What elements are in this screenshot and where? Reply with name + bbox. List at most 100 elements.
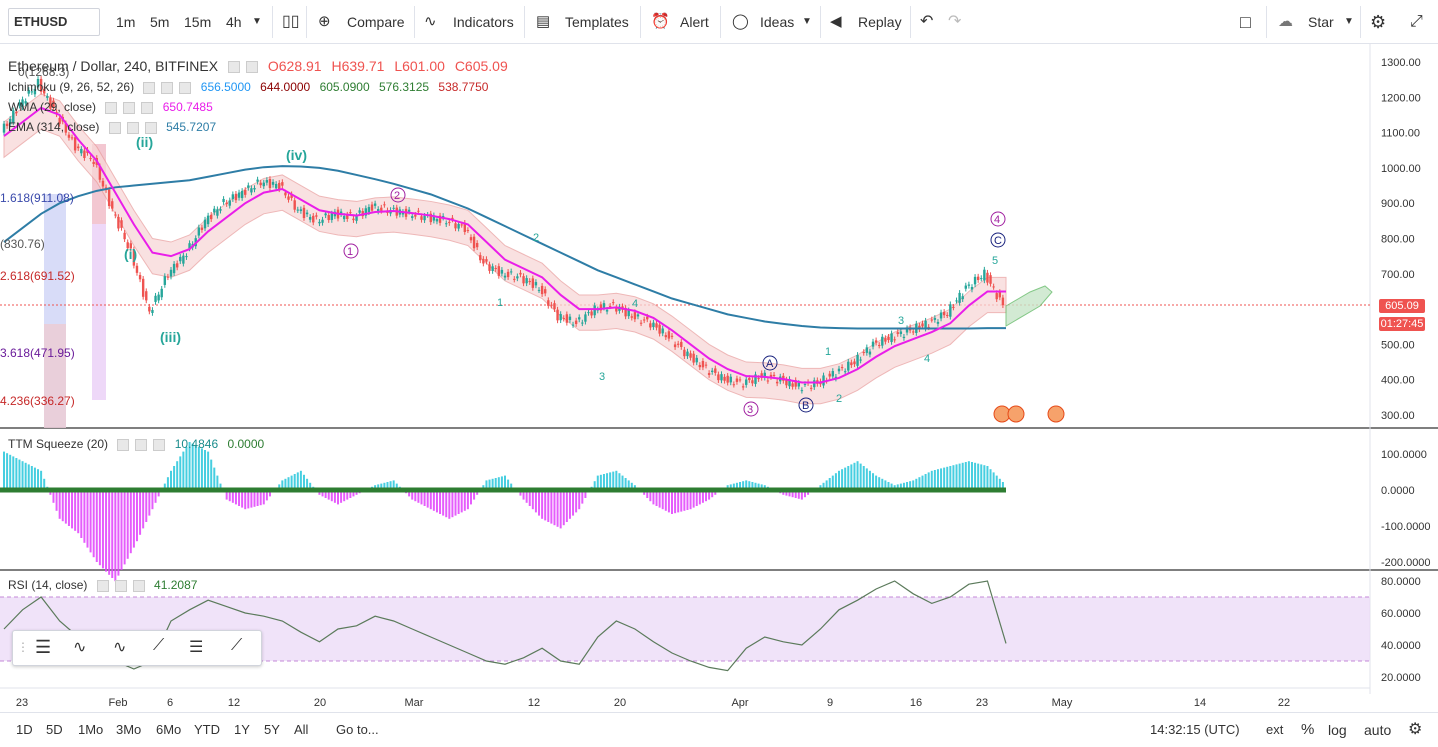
percent-toggle[interactable]: %: [1301, 721, 1315, 738]
redo-icon[interactable]: ↷: [948, 13, 962, 30]
timeframe-1m[interactable]: 1m: [116, 14, 136, 30]
gear-icon[interactable]: ⚙: [1408, 721, 1423, 738]
fullscreen-icon[interactable]: ⤢: [1410, 13, 1423, 30]
pitchfork-icon[interactable]: ☰: [189, 639, 204, 656]
ttm-bar: [791, 490, 794, 498]
fib-zone-red: [44, 324, 66, 428]
candle-body: [612, 302, 615, 304]
compare-icon[interactable]: ⊕: [318, 13, 331, 30]
indicators-icon[interactable]: ∿: [424, 13, 437, 30]
ttm-bar: [739, 482, 742, 490]
templates-icon[interactable]: ▤: [536, 13, 551, 30]
alarm-clock-icon[interactable]: ⏰: [651, 13, 670, 30]
gear-icon[interactable]: [114, 579, 127, 592]
close-icon[interactable]: [141, 101, 154, 114]
gear-icon[interactable]: [126, 121, 139, 134]
earnings-flag-icon[interactable]: [1047, 405, 1065, 423]
ttm-bar: [680, 490, 683, 512]
range-ytd[interactable]: YTD: [194, 722, 220, 737]
indicators-button[interactable]: Indicators: [453, 14, 514, 30]
eye-icon[interactable]: [227, 61, 240, 74]
rsi-tick-label: 80.0000: [1381, 576, 1421, 588]
price-axis[interactable]: 1300.00 1200.00 1100.00 1000.00 900.00 800.00…: [1381, 57, 1421, 422]
chevron-down-icon[interactable]: ▼: [252, 16, 262, 27]
range-5d[interactable]: 5D: [46, 722, 63, 737]
gear-icon[interactable]: [245, 61, 258, 74]
ttm-bar: [108, 490, 111, 575]
ideas-button[interactable]: Ideas: [760, 14, 795, 30]
eye-icon[interactable]: [117, 438, 130, 451]
ttm-bar: [729, 484, 732, 490]
close-icon[interactable]: [144, 121, 157, 134]
earnings-flag-icon[interactable]: [1007, 405, 1025, 423]
gear-icon[interactable]: [161, 81, 174, 94]
time-tick-label: 16: [910, 697, 922, 709]
gear-icon[interactable]: ⚙: [1370, 12, 1387, 32]
undo-icon[interactable]: ↶: [920, 13, 934, 30]
range-6mo[interactable]: 6Mo: [156, 722, 182, 737]
candles-icon[interactable]: ▯▯: [282, 13, 300, 30]
toolbar-divider: [1266, 6, 1267, 38]
timeframe-4h[interactable]: 4h: [226, 14, 242, 30]
ttm-bar: [751, 482, 754, 490]
candle-body: [219, 209, 222, 211]
alert-button[interactable]: Alert: [680, 14, 709, 30]
trend-line-icon[interactable]: ⟋: [153, 637, 165, 654]
chart-area[interactable]: (iv) (i) (ii) (iii) 1 2 3 4 A B C 1 2 3 …: [0, 44, 1438, 716]
wave-label-circle-3: 3: [747, 404, 753, 416]
ttm-bar: [544, 490, 547, 521]
timeframe-5m[interactable]: 5m: [150, 14, 170, 30]
chevron-down-icon[interactable]: ▼: [802, 16, 812, 27]
ttm-bar: [899, 483, 902, 490]
eye-icon[interactable]: [105, 101, 118, 114]
compare-button[interactable]: Compare: [347, 14, 405, 30]
candle-body: [986, 272, 989, 283]
wave-tool-icon[interactable]: ∿: [73, 639, 87, 656]
gear-icon[interactable]: [135, 438, 148, 451]
close-icon[interactable]: [179, 81, 192, 94]
cloud-icon[interactable]: ☁: [1278, 13, 1293, 30]
chevron-down-icon[interactable]: ▼: [1344, 16, 1354, 27]
rsi-axis[interactable]: 80.0000 60.0000 40.0000 20.0000: [1381, 576, 1421, 684]
ttm-bar: [179, 456, 182, 490]
timeframe-15m[interactable]: 15m: [184, 14, 212, 30]
eye-icon[interactable]: [143, 81, 156, 94]
abc-wave-tool-icon[interactable]: ∿: [113, 639, 127, 656]
time-axis[interactable]: 23 Feb 6 12 20 Mar 12 20 Apr 9 16 23 May 14 22: [16, 697, 1290, 709]
range-all[interactable]: All: [294, 722, 309, 737]
gear-icon[interactable]: [123, 101, 136, 114]
close-icon[interactable]: [132, 579, 145, 592]
symbol-search[interactable]: ETHUSD: [8, 8, 100, 36]
log-toggle[interactable]: log: [1328, 722, 1347, 738]
chart-canvas[interactable]: (iv) (i) (ii) (iii) 1 2 3 4 A B C 1 2 3 …: [0, 44, 1438, 716]
templates-button[interactable]: Templates: [565, 14, 629, 30]
replay-icon[interactable]: ◀: [830, 13, 842, 30]
range-1mo[interactable]: 1Mo: [78, 722, 104, 737]
ttm-bar: [33, 467, 36, 490]
star-button[interactable]: Star: [1308, 14, 1334, 30]
fib-tool-icon[interactable]: ☰: [35, 637, 52, 657]
goto-button[interactable]: Go to...: [336, 722, 379, 737]
range-3mo[interactable]: 3Mo: [116, 722, 142, 737]
close-icon[interactable]: [153, 438, 166, 451]
utc-clock[interactable]: 14:32:15 (UTC): [1150, 722, 1240, 737]
range-5y[interactable]: 5Y: [264, 722, 280, 737]
candle-body: [237, 192, 241, 198]
ray-tool-icon[interactable]: ⟋: [231, 637, 243, 654]
ttm-bar: [825, 480, 828, 490]
replay-button[interactable]: Replay: [858, 14, 902, 30]
ttm-bar: [485, 480, 488, 490]
ext-toggle[interactable]: ext: [1266, 722, 1284, 737]
lightbulb-icon[interactable]: ◯: [732, 13, 749, 30]
ttm-bar: [828, 478, 831, 490]
candle-body: [80, 148, 83, 154]
range-1d[interactable]: 1D: [16, 722, 33, 737]
range-1y[interactable]: 1Y: [234, 722, 250, 737]
auto-toggle[interactable]: auto: [1364, 722, 1392, 738]
eye-icon[interactable]: [96, 579, 109, 592]
ttm-axis[interactable]: 100.0000 0.0000 -100.0000 -200.0000: [1381, 449, 1431, 569]
eye-icon[interactable]: [108, 121, 121, 134]
fullscreen-box-icon[interactable]: □: [1240, 12, 1251, 32]
candle-body: [210, 214, 213, 220]
drag-handle-icon[interactable]: ⋮: [17, 640, 29, 654]
